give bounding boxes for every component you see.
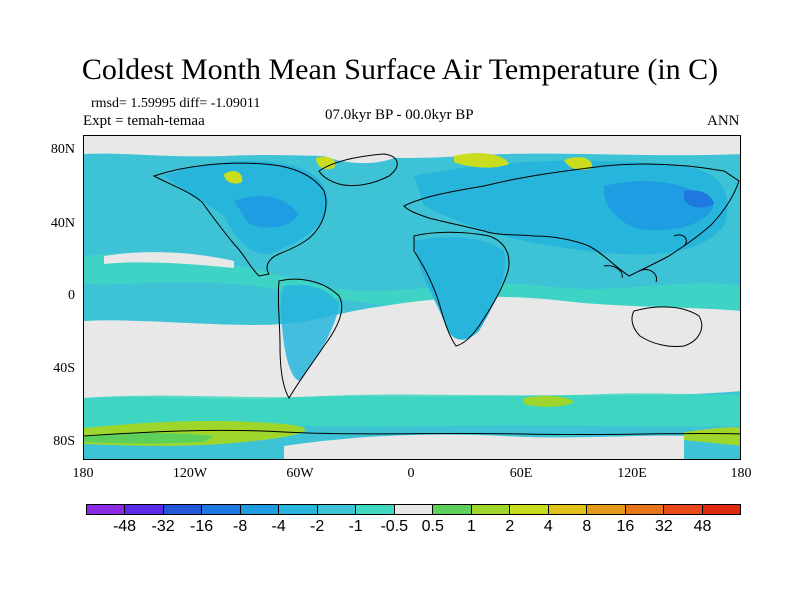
- lat-label-0: 0: [68, 288, 75, 303]
- colorbar-swatch: [356, 505, 395, 514]
- colorbar-label: 1: [466, 518, 476, 535]
- greenland-coast: [318, 153, 398, 187]
- colorbar-label: 2: [505, 518, 515, 535]
- colorbar-label: -0.5: [380, 518, 409, 535]
- plot-title: Coldest Month Mean Surface Air Temperatu…: [81, 53, 719, 86]
- lat-label-80n: 80N: [50, 142, 75, 157]
- colorbar-swatch: [240, 505, 280, 514]
- colorbar-label: -48: [112, 518, 137, 535]
- south-america-coast: [277, 278, 343, 399]
- colorbar-label: -4: [271, 518, 286, 535]
- australia-coast: [631, 306, 703, 347]
- colorbar-swatch: [202, 505, 241, 514]
- south-america-field: [280, 284, 339, 381]
- period-text: 07.0kyr BP - 00.0kyr BP: [325, 107, 474, 123]
- colorbar-labels: -48 -32 -16 -8 -4 -2 -1 -0.5 0.5 1 2 4 8 16 32 48: [0, 518, 800, 538]
- greenland-grey: [324, 144, 394, 164]
- colorbar-swatch: [548, 505, 588, 514]
- colorbar-swatch: [587, 505, 626, 514]
- colorbar-label: 48: [693, 518, 712, 535]
- colorbar-label: 16: [616, 518, 635, 535]
- lon-label-180w: 180: [72, 466, 94, 481]
- colorbar: [86, 504, 741, 515]
- arctic-grey: [84, 136, 740, 158]
- arctic-warm-spot-4: [564, 157, 593, 170]
- arctic-warm-spot-2: [316, 156, 336, 170]
- antarctica-grey: [284, 434, 684, 459]
- lat-label-80s: 80S: [53, 434, 75, 449]
- colorbar-swatch: [471, 505, 511, 514]
- colorbar-label: 32: [655, 518, 673, 535]
- tropical-band: [84, 253, 740, 312]
- pacific-grey-ribbon: [104, 252, 234, 268]
- antarctic-warm-core: [84, 433, 214, 444]
- southern-teal-band: [84, 393, 740, 428]
- colorbar-label: -2: [310, 518, 325, 535]
- southern-ocean-warm-patch: [524, 395, 574, 407]
- colorbar-label: -1: [348, 518, 363, 535]
- colorbar-label: 4: [543, 518, 553, 535]
- colorbar-swatch: [87, 505, 126, 514]
- stats-text: rmsd= 1.59995 diff= -1.09011: [91, 96, 261, 111]
- colorbar-swatch: [510, 505, 549, 514]
- colorbar-label: -16: [190, 518, 214, 535]
- lat-label-40n: 40N: [50, 216, 75, 231]
- southern-grey-region: [84, 296, 740, 400]
- colorbar-label: 0.5: [421, 518, 444, 535]
- colorbar-label: 8: [582, 518, 592, 535]
- colorbar-swatch: [279, 505, 318, 514]
- colorbar-swatch: [664, 505, 703, 514]
- colorbar-swatch: [702, 505, 740, 514]
- temperature-map: [84, 136, 740, 459]
- colorbar-swatch: [625, 505, 665, 514]
- lon-label-0: 0: [407, 466, 415, 481]
- map-panel: [83, 135, 741, 460]
- north-america-cool-core: [234, 195, 299, 228]
- north-america-coast: [152, 162, 327, 277]
- lon-label-180e: 180: [730, 466, 752, 481]
- antarctic-warm-east: [684, 427, 740, 446]
- colorbar-swatch: [317, 505, 357, 514]
- island-coasts: [603, 234, 687, 283]
- experiment-text: Expt = temah-temaa: [83, 113, 205, 129]
- colorbar-swatch: [125, 505, 164, 514]
- lon-label-120w: 120W: [172, 466, 208, 481]
- africa-coast: [413, 231, 510, 347]
- siberia-cold-spot: [684, 190, 714, 208]
- africa-field: [414, 237, 505, 340]
- antarctica-coast: [84, 429, 740, 437]
- lat-label-40s: 40S: [53, 361, 75, 376]
- arctic-warm-spot-1: [224, 171, 243, 184]
- lon-label-60e: 60E: [509, 466, 533, 481]
- arctic-warm-spot-3: [454, 153, 509, 168]
- eurasia-coast: [403, 163, 740, 277]
- colorbar-label: -8: [232, 518, 248, 535]
- coastlines: [84, 153, 740, 437]
- colorbar-swatch: [163, 505, 203, 514]
- colorbar-swatch: [394, 505, 434, 514]
- lon-label-60w: 60W: [286, 466, 314, 481]
- colorbar-label: -32: [151, 518, 175, 535]
- lon-label-120e: 120E: [617, 466, 647, 481]
- colorbar-swatch: [433, 505, 472, 514]
- season-text: ANN: [707, 113, 740, 129]
